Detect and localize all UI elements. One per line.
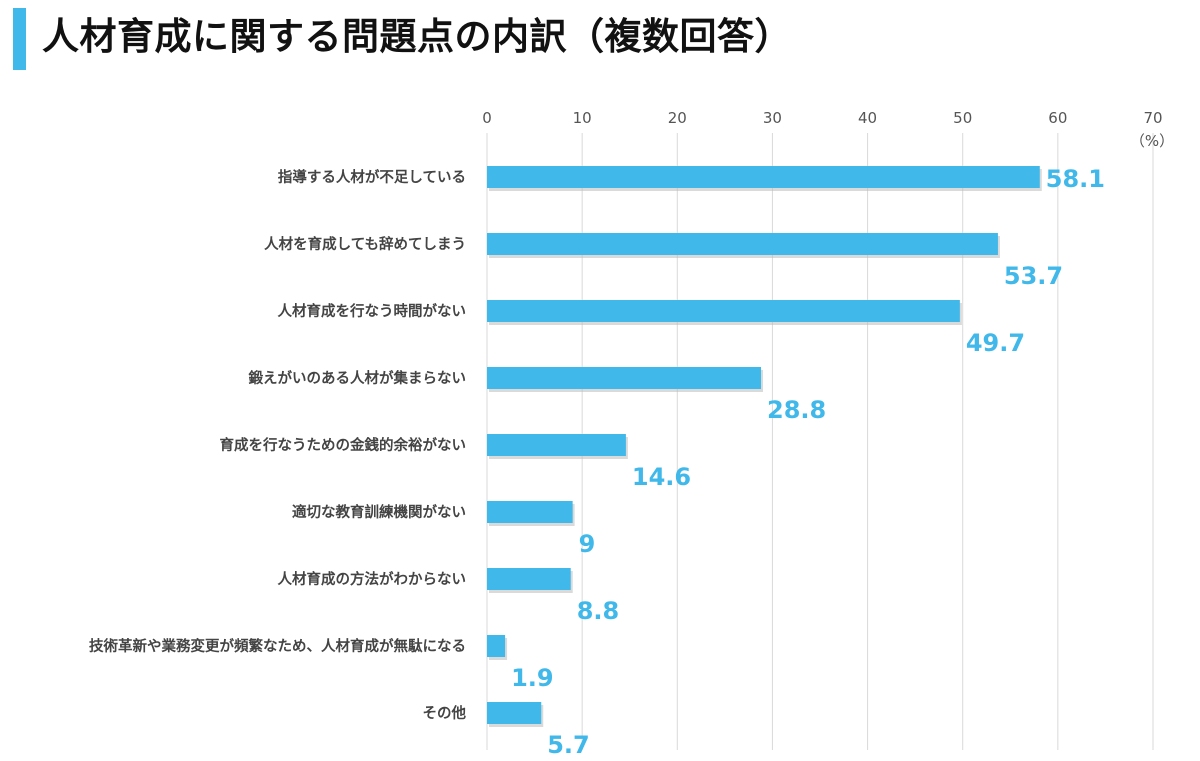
x-tick-label: 20 — [668, 109, 687, 127]
category-label: 鍛えがいのある人材が集まらない — [249, 369, 467, 387]
title-accent-bar — [13, 8, 26, 70]
value-label: 1.9 — [511, 664, 554, 692]
category-label: 育成を行なうための金銭的余裕がない — [220, 436, 467, 454]
value-label: 5.7 — [547, 731, 590, 759]
x-tick-label: 10 — [573, 109, 592, 127]
bar — [487, 166, 1040, 188]
bar — [487, 568, 571, 590]
bar — [487, 635, 506, 657]
bar — [487, 300, 960, 322]
x-tick-label: 50 — [953, 109, 972, 127]
bar — [487, 367, 762, 389]
category-label: 適切な教育訓練機関がない — [292, 503, 466, 521]
x-tick-label: 70 — [1143, 109, 1162, 127]
x-tick-label: 0 — [482, 109, 492, 127]
unit-label: （%） — [1130, 132, 1174, 150]
value-label: 53.7 — [1004, 262, 1063, 290]
page-title: 人材育成に関する問題点の内訳（複数回答） — [42, 15, 792, 58]
category-label: その他 — [423, 704, 467, 722]
category-label: 人材育成の方法がわからない — [278, 570, 467, 588]
value-label: 49.7 — [966, 329, 1025, 357]
value-label: 58.1 — [1046, 165, 1105, 193]
bar — [487, 233, 998, 255]
x-tick-label: 60 — [1048, 109, 1067, 127]
x-tick-label: 30 — [763, 109, 782, 127]
value-label: 9 — [579, 530, 596, 558]
value-label: 14.6 — [632, 463, 691, 491]
category-label: 人材育成を行なう時間がない — [278, 302, 467, 320]
x-tick-label: 40 — [858, 109, 877, 127]
bar — [487, 434, 626, 456]
bar — [487, 501, 573, 523]
value-label: 28.8 — [767, 396, 826, 424]
category-label: 技術革新や業務変更が頻繁なため、人材育成が無駄になる — [89, 637, 466, 655]
value-label: 8.8 — [577, 597, 620, 625]
category-label: 人材を育成しても辞めてしまう — [264, 235, 466, 253]
category-label: 指導する人材が不足している — [278, 168, 466, 186]
bar — [487, 702, 542, 724]
